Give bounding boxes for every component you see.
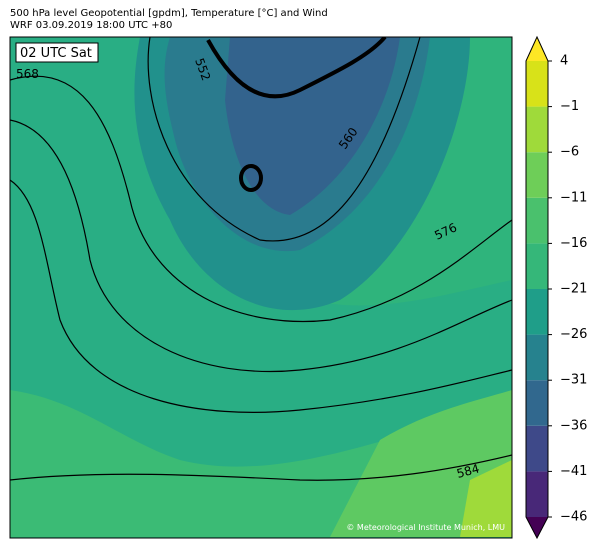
colorbar: −46 −41 −36 −31 −26 −21 −16 −11 −6 −1 4: [525, 35, 587, 540]
colorbar-tick-label: −11: [560, 190, 587, 205]
colorbar-over: [526, 37, 548, 61]
map-frame: [9, 36, 513, 539]
map: [10, 37, 512, 538]
contour-label: 568: [16, 67, 39, 81]
colorbar-tick-label: −16: [560, 236, 587, 251]
colorbar-segment: [526, 471, 548, 517]
time-box: [15, 42, 99, 63]
contour-label: 584: [455, 461, 481, 480]
colorbar-tick-label: −6: [560, 145, 579, 160]
colorbar-segment: [526, 197, 548, 244]
colorbar-tick-label: −36: [560, 418, 587, 433]
colorbar-segment: [526, 61, 548, 107]
colorbar-tick-label: 4: [560, 54, 568, 69]
subtitle: WRF 03.09.2019 18:00 UTC +80: [10, 20, 172, 31]
colorbar-tick-label: −31: [560, 373, 587, 388]
colorbar-segment: [526, 425, 548, 472]
colorbar-segment: [526, 334, 548, 381]
credit: © Meteorological Institute Munich, LMU: [346, 523, 505, 532]
colorbar-segment: [526, 106, 548, 153]
colorbar-segment: [526, 289, 548, 335]
colorbar-tick-label: −46: [560, 510, 587, 525]
colorbar-tick-label: −26: [560, 327, 587, 342]
colorbar-segment: [526, 243, 548, 289]
colorbar-segment: [526, 380, 548, 426]
colorbar-tick-label: −21: [560, 282, 587, 297]
colorbar-tick-label: −1: [560, 99, 579, 114]
colorbar-segment: [526, 152, 548, 198]
colorbar-tick-label: −41: [560, 464, 587, 479]
time-label: 02 UTC Sat: [20, 46, 92, 61]
colorbar-under: [526, 517, 548, 538]
title: 500 hPa level Geopotential [gpdm], Tempe…: [10, 8, 328, 19]
